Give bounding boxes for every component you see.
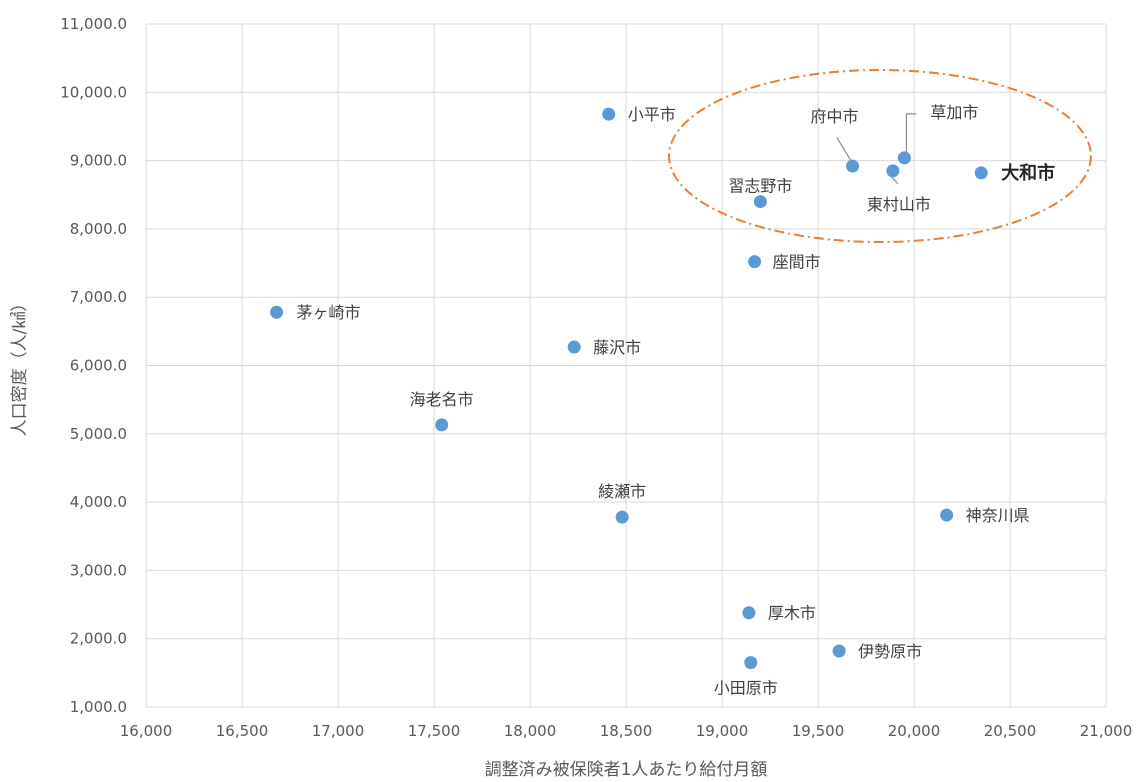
y-tick-label: 8,000.0 <box>70 220 127 238</box>
data-point <box>753 195 767 209</box>
y-tick-label: 10,000.0 <box>60 83 127 101</box>
data-point <box>744 656 758 670</box>
point-label: 神奈川県 <box>966 506 1030 525</box>
x-tick-label: 21,000 <box>1080 722 1133 740</box>
x-tick-label: 17,500 <box>408 722 461 740</box>
highlight-ellipse <box>668 69 1092 243</box>
x-tick-label: 19,000 <box>696 722 749 740</box>
data-point <box>846 159 860 173</box>
x-tick-label: 16,500 <box>216 722 269 740</box>
data-point <box>602 107 616 121</box>
point-label: 藤沢市 <box>593 338 641 357</box>
gridlines <box>145 23 1107 708</box>
y-axis-title: 人口密度（人/㎢） <box>10 295 30 437</box>
data-point <box>270 305 284 319</box>
y-tick-label: 3,000.0 <box>70 561 127 579</box>
y-tick-label: 11,000.0 <box>60 15 127 33</box>
x-tick-label: 19,500 <box>792 722 845 740</box>
data-point <box>435 418 449 432</box>
x-tick-label: 18,500 <box>600 722 653 740</box>
data-point <box>897 151 911 165</box>
point-label: 海老名市 <box>410 390 474 409</box>
point-label: 習志野市 <box>728 177 792 196</box>
point-label: 草加市 <box>930 103 978 122</box>
leader-line <box>905 113 917 153</box>
y-tick-label: 2,000.0 <box>70 630 127 648</box>
data-point <box>567 340 581 354</box>
data-points <box>270 107 988 670</box>
y-tick-label: 5,000.0 <box>70 425 127 443</box>
x-axis-title: 調整済み被保険者1人あたり給付月額 <box>485 760 768 780</box>
point-label: 綾瀬市 <box>598 482 646 501</box>
point-label: 東村山市 <box>867 195 931 214</box>
y-tick-label: 4,000.0 <box>70 493 127 511</box>
x-tick-label: 20,500 <box>984 722 1037 740</box>
y-tick-label: 1,000.0 <box>70 698 127 716</box>
y-tick-label: 6,000.0 <box>70 357 127 375</box>
leader-line <box>836 136 852 161</box>
point-label: 座間市 <box>773 253 821 272</box>
data-point <box>832 644 846 658</box>
data-point <box>742 606 756 620</box>
y-tick-label: 7,000.0 <box>70 288 127 306</box>
point-label: 茅ヶ崎市 <box>297 303 361 322</box>
x-tick-label: 20,000 <box>888 722 941 740</box>
y-tick-label: 9,000.0 <box>70 152 127 170</box>
data-point <box>886 164 900 178</box>
point-label: 伊勢原市 <box>858 642 922 661</box>
point-label: 大和市 <box>1001 162 1055 184</box>
x-tick-label: 16,000 <box>120 722 173 740</box>
tick-labels: 16,000 16,500 17,000 17,500 18,000 18,500 19,0… <box>60 15 1132 740</box>
data-point <box>748 255 762 269</box>
data-point <box>974 166 988 180</box>
data-point <box>940 508 954 522</box>
point-label: 小田原市 <box>714 679 778 698</box>
point-label: 小平市 <box>628 105 676 124</box>
data-point <box>615 510 629 524</box>
point-label: 府中市 <box>811 107 859 126</box>
point-label: 厚木市 <box>768 604 816 623</box>
x-tick-label: 18,000 <box>504 722 557 740</box>
x-tick-label: 17,000 <box>312 722 365 740</box>
